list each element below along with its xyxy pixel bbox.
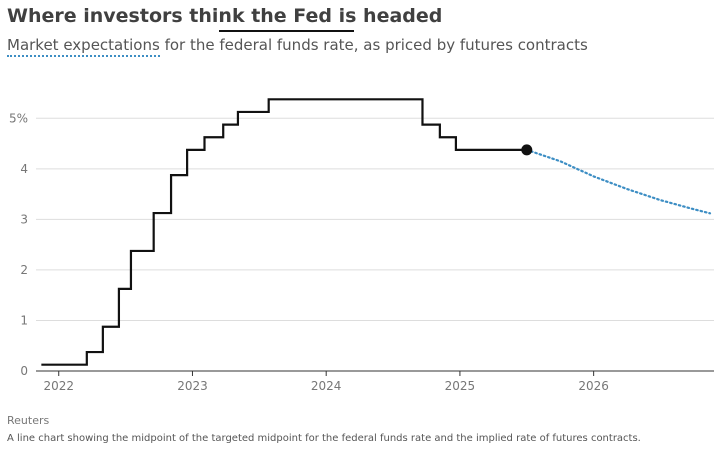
subtitle-market-key: Market expectations	[7, 36, 160, 57]
y-tick-label: 2	[20, 263, 28, 277]
current-rate-marker	[521, 144, 532, 155]
x-tick-label: 2023	[177, 379, 208, 393]
x-tick-label: 2026	[578, 379, 609, 393]
x-tick-label: 2022	[43, 379, 74, 393]
futures-implied-rate-line	[527, 150, 710, 213]
x-axis: 2022 2023 2024 2025 2026	[36, 371, 714, 393]
y-tick-label: 4	[20, 162, 28, 176]
y-tick-label: 0	[20, 364, 28, 378]
chart-title: Where investors think the Fed is headed	[7, 5, 442, 27]
grid-lines	[36, 118, 714, 320]
chart-description: A line chart showing the midpoint of the…	[7, 433, 641, 444]
x-tick-label: 2025	[445, 379, 476, 393]
chart-subtitle: Market expectations for the federal fund…	[7, 35, 588, 55]
y-tick-label: 3	[20, 212, 28, 226]
rate-chart: 0 1 2 3 4 5% 2022 2023 2024 2025 2026	[0, 60, 722, 400]
subtitle-text: for the	[160, 36, 220, 54]
plot-area	[41, 99, 710, 364]
x-tick-label: 2024	[311, 379, 342, 393]
y-axis-labels: 0 1 2 3 4 5%	[9, 111, 28, 378]
fed-funds-rate-line	[41, 99, 526, 364]
subtitle-text-end: , as priced by futures contracts	[354, 36, 588, 54]
subtitle-fed-key: federal funds rate	[219, 36, 353, 54]
source-credit: Reuters	[7, 414, 49, 427]
y-tick-label: 1	[20, 313, 28, 327]
y-tick-label: 5%	[9, 111, 28, 125]
